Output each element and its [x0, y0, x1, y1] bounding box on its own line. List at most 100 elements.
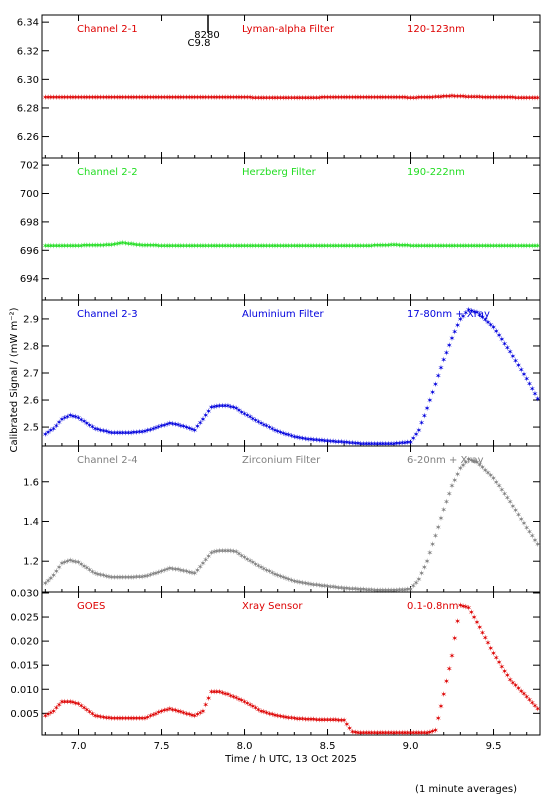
data-point: ✶	[299, 715, 306, 724]
data-point: ✶	[438, 514, 445, 523]
data-point: ✶	[83, 241, 90, 250]
data-point: ✶	[214, 547, 221, 556]
data-point: ✶	[175, 93, 182, 102]
data-point: ✶	[67, 241, 74, 250]
data-point: ✶	[261, 420, 268, 429]
data-point: ✶	[443, 498, 450, 507]
data-point: ✶	[86, 708, 93, 717]
y-tick-label: 702	[20, 161, 39, 172]
data-point: ✶	[114, 240, 121, 249]
data-point: ✶	[75, 241, 82, 250]
data-point: ✶	[382, 439, 389, 448]
data-point: ✶	[332, 437, 339, 446]
data-point: ✶	[161, 241, 168, 250]
data-point: ✶	[164, 565, 171, 574]
data-point: ✶	[258, 241, 265, 250]
data-point: ✶	[327, 582, 334, 591]
data-point: ✶	[97, 241, 104, 250]
data-point: ✶	[297, 93, 304, 102]
data-point: ✶	[391, 93, 398, 102]
data-point: ✶	[407, 93, 414, 102]
data-point: ✶	[208, 403, 215, 412]
data-point: ✶	[355, 585, 362, 594]
data-point: ✶	[89, 423, 96, 432]
data-point: ✶	[363, 585, 370, 594]
data-point: ✶	[479, 628, 486, 637]
data-point: ✶	[380, 729, 387, 738]
data-point: ✶	[280, 573, 287, 582]
data-point: ✶	[56, 563, 63, 572]
data-point: ✶	[316, 93, 323, 102]
data-point: ✶	[106, 572, 113, 581]
data-point: ✶	[42, 430, 49, 439]
data-point: ✶	[457, 241, 464, 250]
data-point: ✶	[150, 93, 157, 102]
data-point: ✶	[255, 705, 262, 714]
data-point: ✶	[142, 427, 149, 436]
data-point: ✶	[252, 704, 259, 713]
data-point: ✶	[106, 714, 113, 723]
data-point: ✶	[418, 241, 425, 250]
data-point: ✶	[197, 241, 204, 250]
data-point: ✶	[114, 428, 121, 437]
data-point: ✶	[216, 93, 223, 102]
data-point: ✶	[335, 241, 342, 250]
data-point: ✶	[166, 419, 173, 428]
data-point: ✶	[479, 93, 486, 102]
data-point: ✶	[241, 553, 248, 562]
data-point: ✶	[78, 241, 85, 250]
data-point: ✶	[200, 241, 207, 250]
data-point: ✶	[117, 239, 124, 248]
data-point: ✶	[183, 567, 190, 576]
data-point: ✶	[61, 558, 68, 567]
data-point: ✶	[404, 438, 411, 447]
data-point: ✶	[498, 662, 505, 671]
data-point: ✶	[435, 714, 442, 723]
data-point: ✶	[144, 93, 151, 102]
data-point: ✶	[78, 415, 85, 424]
data-point: ✶	[371, 439, 378, 448]
data-point: ✶	[86, 93, 93, 102]
data-point: ✶	[457, 464, 464, 473]
data-point: ✶	[277, 241, 284, 250]
data-point: ✶	[194, 422, 201, 431]
y-tick-label: 696	[20, 246, 39, 257]
data-point: ✶	[244, 699, 251, 708]
data-point: ✶	[313, 715, 320, 724]
data-point: ✶	[114, 714, 121, 723]
data-point: ✶	[272, 570, 279, 579]
data-point: ✶	[180, 93, 187, 102]
data-point: ✶	[175, 565, 182, 574]
data-point: ✶	[476, 241, 483, 250]
data-point: ✶	[89, 710, 96, 719]
data-point: ✶	[435, 93, 442, 102]
data-point: ✶	[233, 694, 240, 703]
data-point: ✶	[175, 420, 182, 429]
data-point: ✶	[482, 634, 489, 643]
data-point: ✶	[89, 567, 96, 576]
series-points-1: ✶✶✶✶✶✶✶✶✶✶✶✶✶✶✶✶✶✶✶✶✶✶✶✶✶✶✶✶✶✶✶✶✶✶✶✶✶✶✶✶…	[42, 92, 541, 103]
data-point: ✶	[410, 729, 417, 738]
data-point: ✶	[302, 241, 309, 250]
data-point: ✶	[238, 241, 245, 250]
data-point: ✶	[399, 586, 406, 595]
series-points-3: ✶✶✶✶✶✶✶✶✶✶✶✶✶✶✶✶✶✶✶✶✶✶✶✶✶✶✶✶✶✶✶✶✶✶✶✶✶✶✶✶…	[42, 305, 541, 448]
data-point: ✶	[344, 584, 351, 593]
channel-label: Channel 2-4	[77, 455, 138, 466]
data-point: ✶	[498, 241, 505, 250]
data-point: ✶	[255, 562, 262, 571]
data-point: ✶	[211, 402, 218, 411]
data-point: ✶	[391, 729, 398, 738]
data-point: ✶	[451, 476, 458, 485]
data-point: ✶	[382, 729, 389, 738]
y-tick-label: 2.7	[23, 369, 39, 380]
data-point: ✶	[305, 435, 312, 444]
data-point: ✶	[396, 586, 403, 595]
data-point: ✶	[83, 93, 90, 102]
data-point: ✶	[324, 93, 331, 102]
data-point: ✶	[136, 241, 143, 250]
data-point: ✶	[446, 341, 453, 350]
data-point: ✶	[344, 93, 351, 102]
data-point: ✶	[236, 549, 243, 558]
data-point: ✶	[238, 551, 245, 560]
